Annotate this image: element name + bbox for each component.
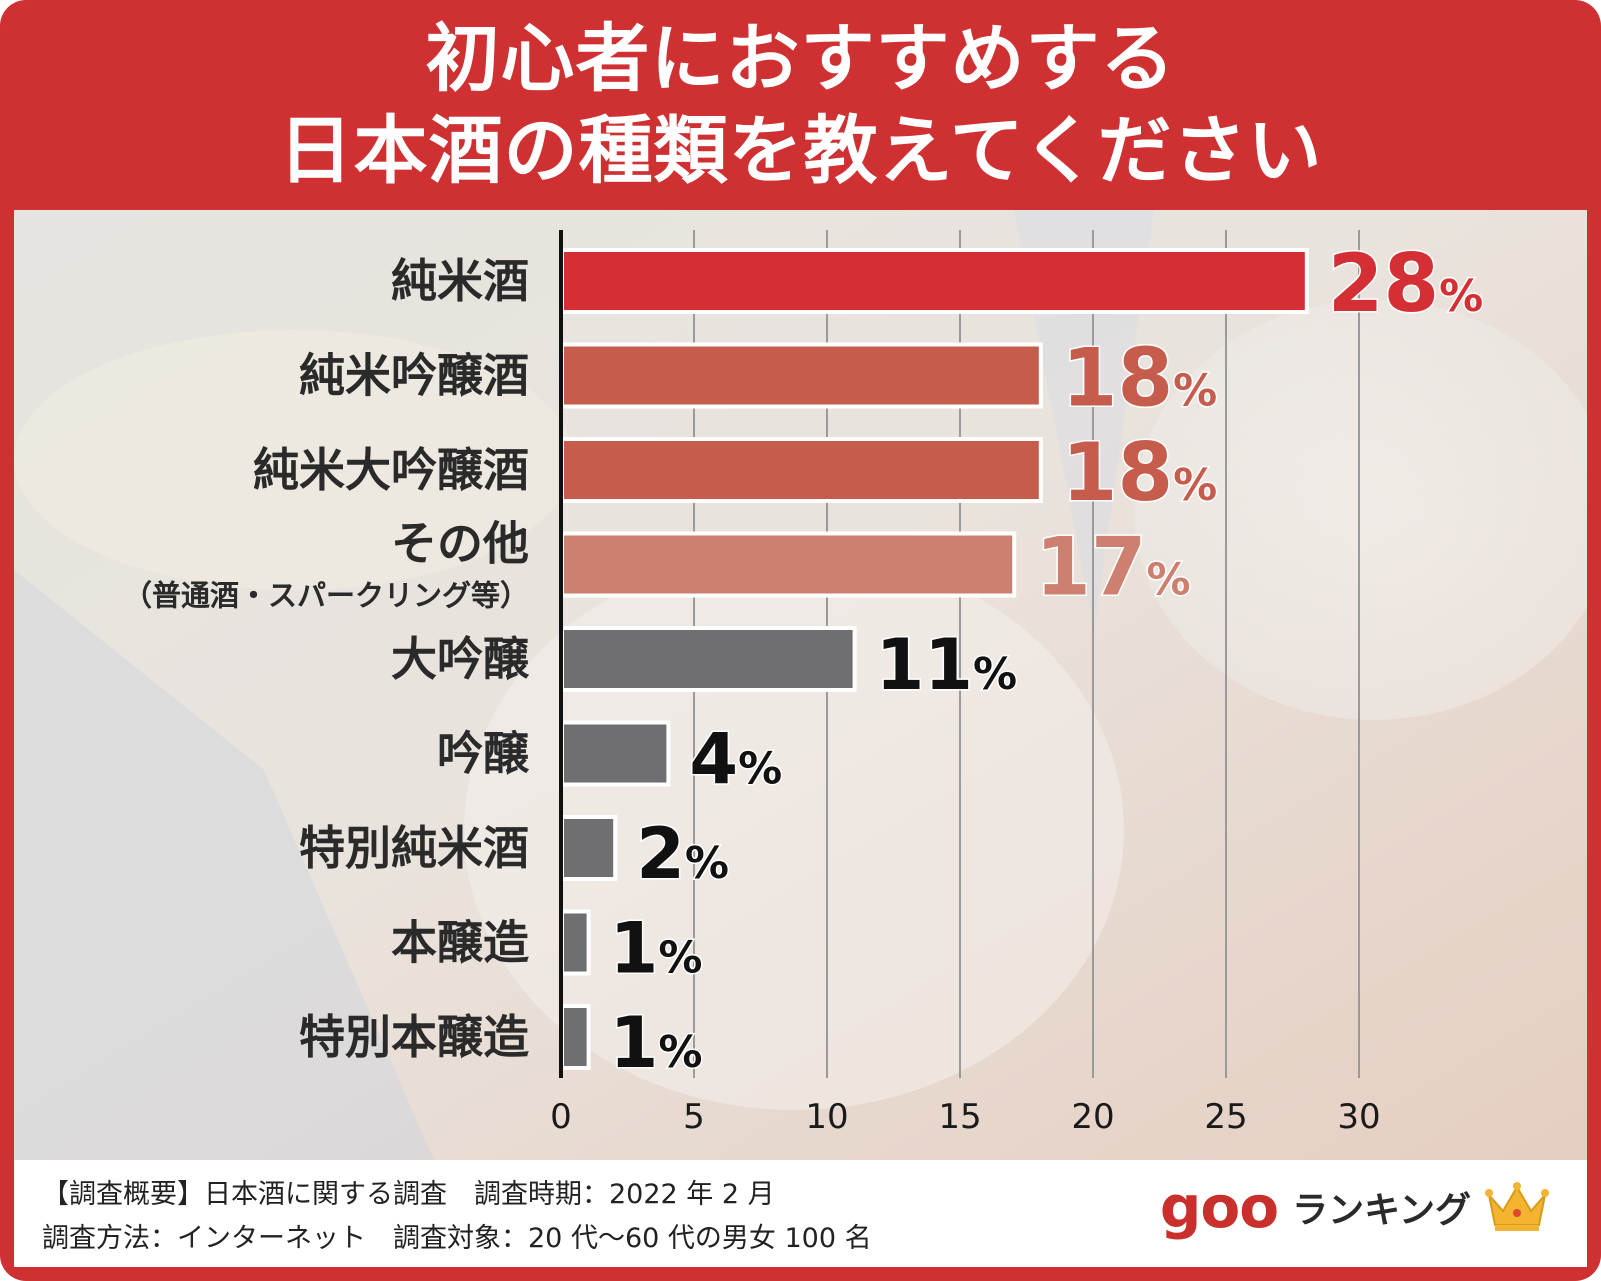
survey-summary-line: 【調査概要】日本酒に関する調査 調査時期：2022 年 2 月	[42, 1179, 775, 1210]
category-label: 本醸造	[391, 916, 529, 970]
value-label: 17%	[1035, 521, 1190, 614]
title-line-2: 日本酒の種類を教えてください	[278, 108, 1323, 194]
category-label: 純米大吟醸酒	[253, 443, 529, 497]
category-label: 特別本醸造	[299, 1010, 529, 1064]
category-label: 純米酒	[391, 254, 529, 308]
bar	[560, 531, 1017, 598]
chart-area: 0 5 10 15 20 25 30 純米酒 28% 純米吟醸酒 18% 純米大吟醸酒 18% その他 （普…	[14, 210, 1587, 1160]
category-label: 純米吟醸酒	[299, 349, 529, 403]
x-tick-label: 15	[938, 1097, 981, 1137]
bar-chart: 0 5 10 15 20 25 30 純米酒 28% 純米吟醸酒 18% 純米大吟醸酒 18% その他 （普…	[123, 230, 1485, 1137]
bar	[560, 720, 671, 787]
crown-icon	[1485, 1182, 1549, 1231]
footer: 【調査概要】日本酒に関する調査 調査時期：2022 年 2 月 調査方法：インタ…	[14, 1160, 1587, 1267]
category-label: 大吟醸	[391, 632, 530, 686]
survey-method-line: 調査方法：インターネット 調査対象：20 代〜60 代の男女 100 名	[42, 1223, 872, 1254]
x-tick-label: 5	[683, 1097, 705, 1137]
bar	[560, 815, 618, 881]
value-label: 1%	[610, 908, 703, 990]
category-sublabel: （普通酒・スパークリング等）	[123, 579, 529, 613]
category-label: その他	[391, 517, 529, 571]
x-tick-label: 25	[1204, 1097, 1247, 1137]
x-tick-label: 10	[805, 1097, 848, 1137]
bar	[560, 909, 591, 976]
value-label: 2%	[636, 813, 729, 895]
value-label: 18%	[1062, 426, 1217, 519]
category-label: 吟醸	[437, 727, 530, 781]
goo-logo-text: goo	[1159, 1173, 1279, 1241]
value-label: 11%	[876, 624, 1018, 706]
bar	[560, 248, 1309, 314]
goo-ranking-logo: goo ランキング	[1160, 1178, 1549, 1236]
value-label: 1%	[610, 1002, 703, 1084]
value-label: 18%	[1062, 332, 1217, 425]
bar	[560, 342, 1043, 409]
bar	[560, 437, 1043, 503]
bar	[560, 1004, 591, 1070]
x-tick-label: 30	[1337, 1097, 1380, 1137]
ranking-logo-text: ランキング	[1292, 1190, 1471, 1231]
value-label: 4%	[689, 719, 782, 801]
title-banner: 初心者におすすめする 日本酒の種類を教えてください	[0, 0, 1601, 210]
x-tick-label: 20	[1071, 1097, 1114, 1137]
value-label: 28%	[1328, 237, 1483, 330]
x-tick-label: 0	[550, 1097, 572, 1137]
bar	[560, 626, 857, 692]
category-label: 特別純米酒	[299, 821, 529, 875]
title-line-1: 初心者におすすめする	[425, 16, 1176, 102]
